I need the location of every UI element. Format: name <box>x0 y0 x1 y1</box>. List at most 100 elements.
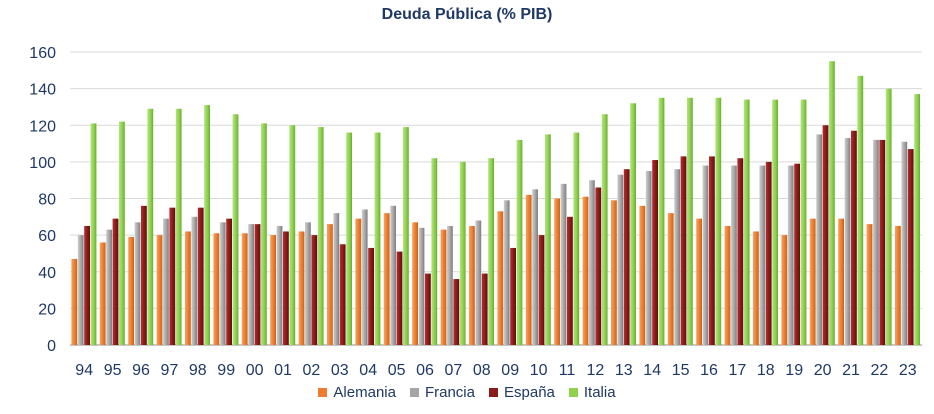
bar-españa-08 <box>481 273 488 345</box>
bar-italia-00 <box>261 123 267 345</box>
bar-francia-10 <box>532 189 538 345</box>
bar-alemania-20 <box>809 218 816 345</box>
x-tick-label: 95 <box>104 362 122 379</box>
bar-italia-18 <box>772 99 778 345</box>
bar-italia-95 <box>119 121 125 345</box>
bar-italia-05 <box>403 127 409 345</box>
bar-francia-14 <box>645 171 652 345</box>
x-tick-label: 19 <box>785 362 803 379</box>
bar-españa-95 <box>112 218 119 345</box>
bar-francia-03 <box>333 213 340 345</box>
legend-swatch <box>318 388 328 397</box>
legend-label: Francia <box>424 384 475 401</box>
bar-francia-13 <box>617 174 624 345</box>
bar-alemania-21 <box>838 218 844 345</box>
bar-españa-13 <box>623 169 630 345</box>
x-tick-label: 04 <box>359 362 377 379</box>
bar-alemania-94 <box>71 258 78 345</box>
legend-label: Alemania <box>333 384 396 401</box>
bar-italia-06 <box>431 158 438 345</box>
bar-italia-12 <box>601 114 608 345</box>
bar-españa-99 <box>226 218 232 345</box>
bar-españa-00 <box>254 224 261 345</box>
y-tick-label: 140 <box>29 82 56 99</box>
bar-francia-02 <box>305 222 311 345</box>
bar-españa-01 <box>283 231 289 345</box>
x-tick-label: 23 <box>899 362 917 379</box>
bar-francia-09 <box>503 200 510 345</box>
x-tick-label: 96 <box>132 362 150 379</box>
x-tick-label: 99 <box>217 362 235 379</box>
x-tick-label: 98 <box>189 362 207 379</box>
bar-francia-07 <box>447 225 453 345</box>
bar-italia-19 <box>800 99 807 345</box>
bar-italia-96 <box>147 108 154 346</box>
y-tick-label: 100 <box>29 155 56 172</box>
x-tick-label: 16 <box>700 362 718 379</box>
bar-alemania-12 <box>582 196 589 345</box>
bar-italia-13 <box>630 103 636 345</box>
bar-españa-15 <box>680 156 687 345</box>
bar-españa-05 <box>396 251 403 345</box>
bar-francia-17 <box>731 165 737 345</box>
legend-label: España <box>504 384 555 401</box>
bar-alemania-01 <box>270 235 276 346</box>
bar-españa-12 <box>595 187 602 345</box>
bar-alemania-00 <box>241 233 248 345</box>
bar-francia-20 <box>816 134 822 345</box>
legend-swatch <box>489 388 498 397</box>
bar-francia-96 <box>134 222 141 345</box>
y-tick-label: 160 <box>29 45 56 62</box>
bar-francia-95 <box>106 229 112 345</box>
bar-españa-23 <box>907 149 914 345</box>
bar-españa-14 <box>652 160 658 345</box>
bar-italia-94 <box>90 123 97 345</box>
bar-italia-15 <box>687 97 693 345</box>
bar-francia-99 <box>219 222 226 345</box>
x-tick-label: 02 <box>303 362 321 379</box>
bar-italia-07 <box>459 161 466 346</box>
bar-italia-11 <box>573 132 580 345</box>
bar-italia-22 <box>885 88 892 346</box>
bar-italia-03 <box>346 132 352 345</box>
bar-españa-20 <box>822 125 829 345</box>
bar-alemania-09 <box>497 211 504 345</box>
x-tick-label: 06 <box>416 362 434 379</box>
bar-alemania-14 <box>639 205 646 345</box>
y-tick-label: 120 <box>29 118 56 135</box>
bar-alemania-19 <box>781 235 788 346</box>
bar-españa-07 <box>453 279 460 345</box>
bar-francia-15 <box>674 169 680 345</box>
legend-swatch <box>409 388 419 397</box>
bar-alemania-17 <box>724 225 731 345</box>
y-tick-label: 60 <box>38 228 56 245</box>
bar-españa-09 <box>510 247 516 345</box>
bar-alemania-06 <box>412 222 418 345</box>
bar-alemania-16 <box>696 218 702 345</box>
bar-italia-97 <box>175 108 182 346</box>
bar-españa-04 <box>368 247 374 345</box>
x-tick-label: 03 <box>331 362 349 379</box>
bar-italia-01 <box>289 125 296 345</box>
x-tick-label: 94 <box>75 362 93 379</box>
bar-francia-04 <box>361 209 368 345</box>
bar-francia-21 <box>844 138 851 345</box>
bar-españa-02 <box>311 235 318 346</box>
x-tick-label: 10 <box>530 362 548 379</box>
y-tick-label: 80 <box>38 192 56 209</box>
bar-españa-17 <box>737 158 744 345</box>
bar-españa-21 <box>851 130 857 345</box>
bar-francia-00 <box>248 224 254 345</box>
bar-alemania-05 <box>383 213 390 345</box>
x-tick-label: 17 <box>729 362 747 379</box>
bar-francia-94 <box>77 235 84 346</box>
x-tick-label: 97 <box>161 362 179 379</box>
legend: Alemania Francia España Italia <box>0 384 934 401</box>
bar-alemania-22 <box>866 224 873 345</box>
bar-españa-94 <box>84 225 90 345</box>
y-tick-label: 0 <box>47 338 56 355</box>
bar-francia-08 <box>475 220 482 345</box>
bar-italia-99 <box>232 114 239 345</box>
